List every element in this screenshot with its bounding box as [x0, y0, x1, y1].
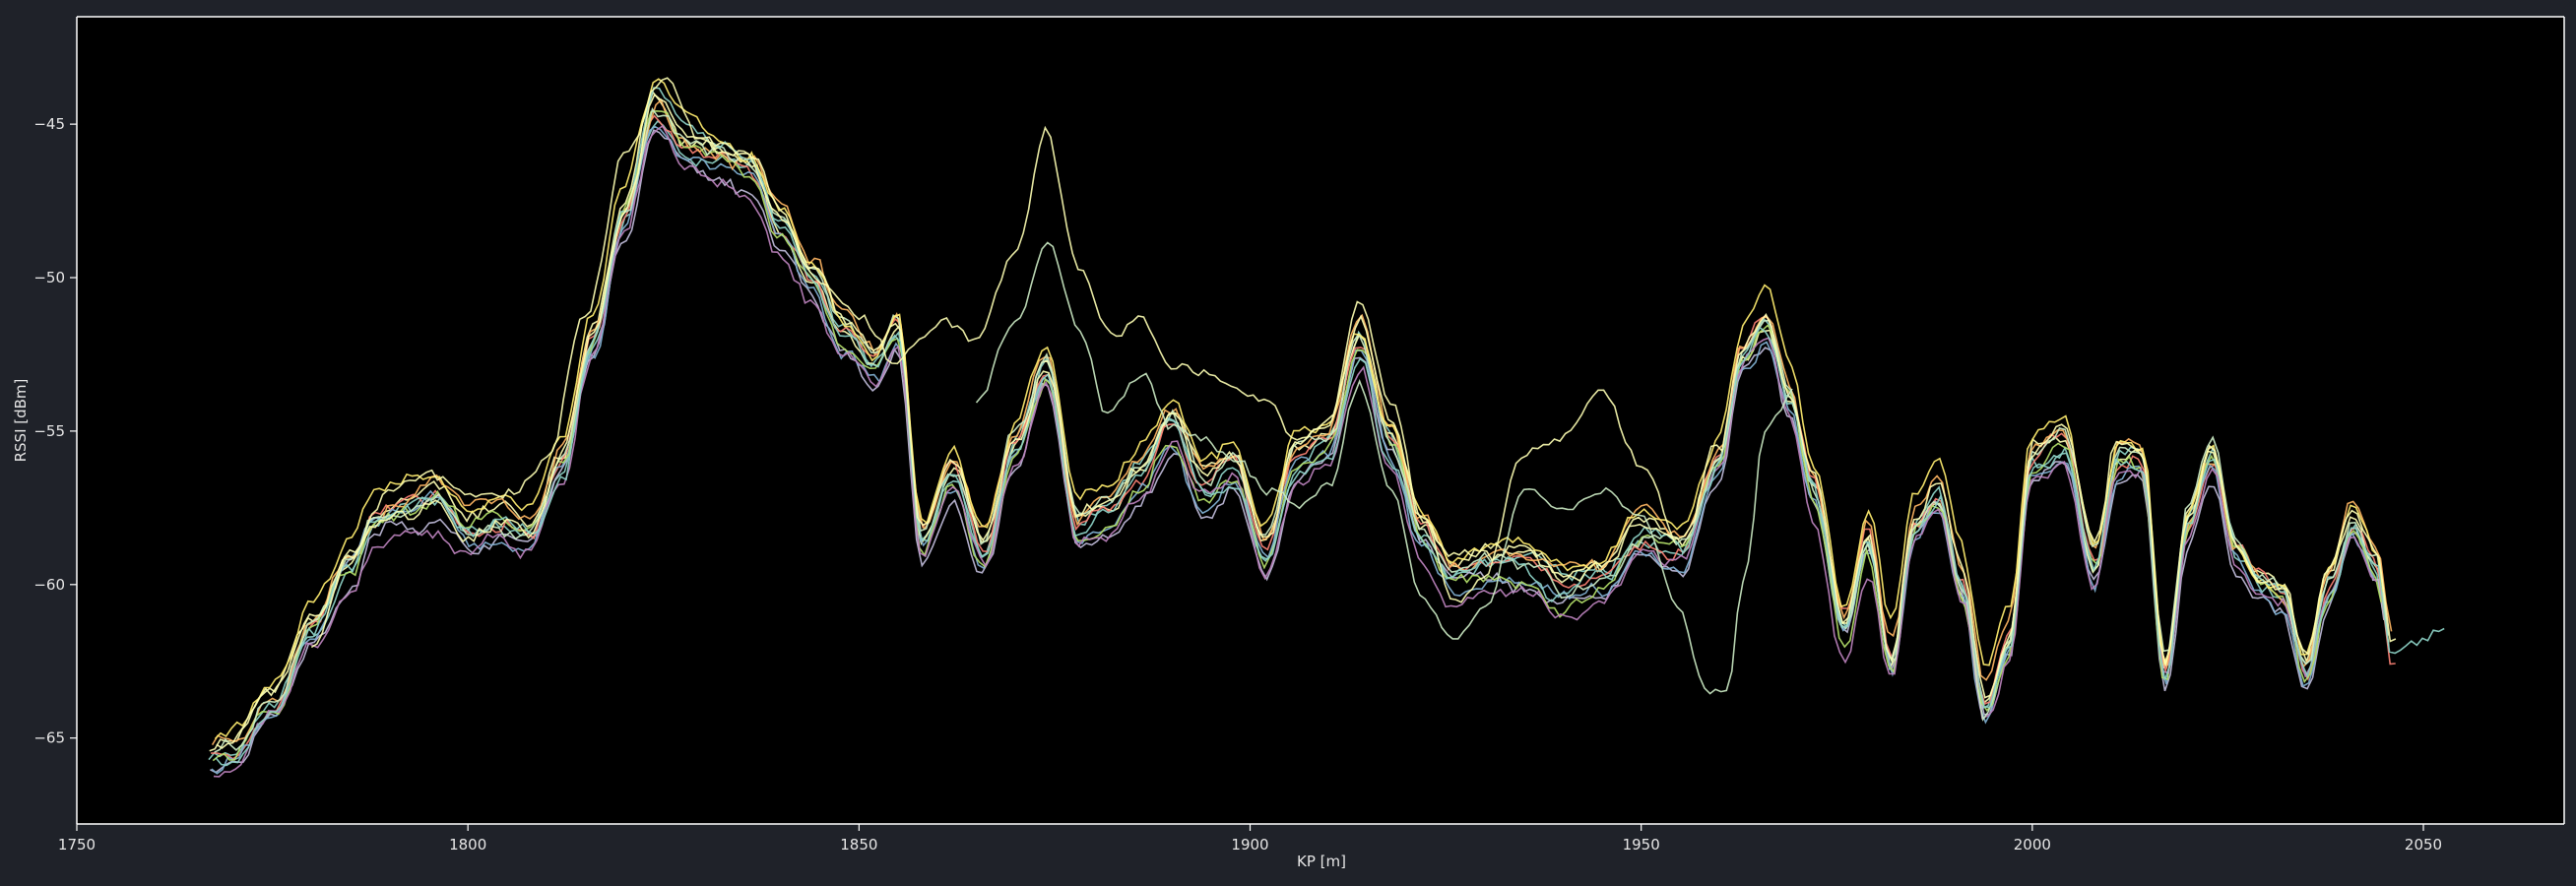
x-tick-label: 2050 — [2405, 836, 2442, 854]
series-line — [216, 93, 2397, 749]
plot-area — [77, 17, 2564, 824]
y-axis-label: RSSI [dBm] — [12, 379, 30, 463]
y-ticks: −65 −60 −55 −50 −45 — [33, 115, 77, 747]
x-tick-label: 2000 — [2014, 836, 2051, 854]
outlier-series-line — [975, 241, 1793, 695]
x-tick-label: 1750 — [58, 836, 96, 854]
y-tick-label: −65 — [33, 729, 65, 747]
x-tick-label: 1950 — [1623, 836, 1660, 854]
axes-layer — [76, 16, 2565, 825]
series-layer — [208, 77, 2445, 778]
y-tick-label: −50 — [33, 269, 65, 286]
x-ticks: 1750 1800 1850 1900 1950 2000 2050 — [58, 824, 2442, 854]
x-tick-label: 1800 — [449, 836, 486, 854]
series-line — [214, 78, 2385, 740]
y-tick-label: −60 — [33, 576, 65, 594]
series-line — [213, 124, 2377, 778]
outlier-series-line — [310, 77, 1676, 649]
x-tick-label: 1850 — [840, 836, 877, 854]
x-axis-label: KP [m] — [1297, 853, 1346, 870]
y-tick-label: −45 — [33, 115, 65, 133]
series-line — [215, 87, 2445, 767]
x-tick-label: 1900 — [1231, 836, 1268, 854]
y-tick-label: −55 — [33, 422, 65, 440]
